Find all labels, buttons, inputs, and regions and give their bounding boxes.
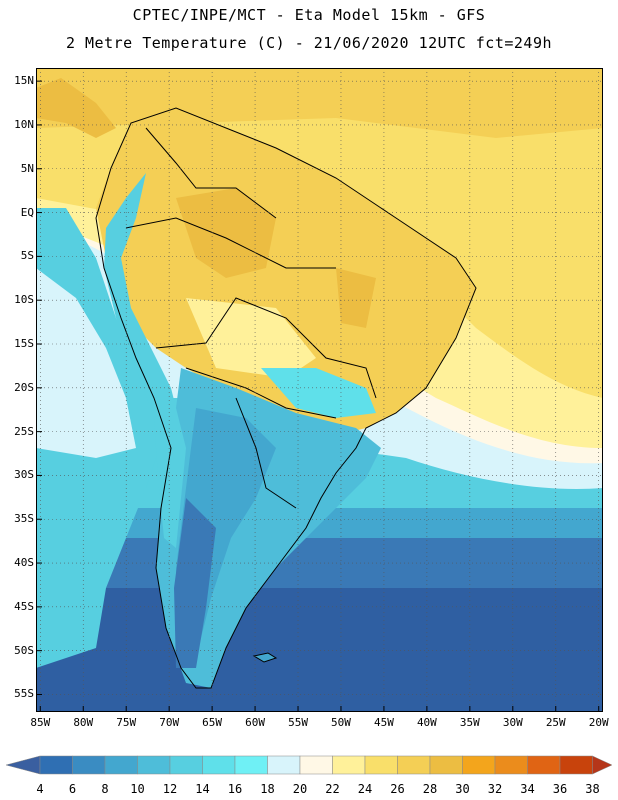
colorbar-label: 8 bbox=[101, 782, 109, 796]
colorbar-swatch bbox=[202, 755, 236, 775]
lat-label: 35S bbox=[14, 512, 34, 526]
colorbar-swatch bbox=[299, 755, 333, 775]
map-title-line2: 2 Metre Temperature (C) - 21/06/2020 12U… bbox=[65, 34, 553, 52]
lon-label: 80W bbox=[73, 716, 94, 729]
lon-label: 45W bbox=[373, 716, 394, 729]
colorbar-swatch bbox=[137, 755, 171, 775]
lon-label: 70W bbox=[159, 716, 180, 729]
lon-label: 55W bbox=[288, 716, 308, 729]
map-title-line1: CPTEC/INPE/MCT - Eta Model 15km - GFS bbox=[132, 6, 486, 24]
colorbar-label: 6 bbox=[68, 782, 77, 796]
map-frame bbox=[36, 68, 603, 712]
colorbar-swatch bbox=[462, 755, 496, 775]
lon-label: 25W bbox=[545, 716, 566, 729]
colorbar-label: 12 bbox=[162, 782, 178, 796]
lat-label: 25S bbox=[14, 424, 34, 438]
colorbar-label: 16 bbox=[227, 782, 243, 796]
lat-label: 45S bbox=[14, 599, 34, 613]
lon-label: 35W bbox=[459, 716, 480, 729]
colorbar-label: 34 bbox=[520, 782, 535, 796]
colorbar-label: 18 bbox=[260, 782, 275, 796]
lon-label: 85W bbox=[30, 716, 51, 729]
colorbar-swatch bbox=[527, 755, 561, 775]
colorbar-swatch bbox=[494, 755, 528, 775]
colorbar-label: 14 bbox=[195, 782, 210, 796]
lon-label: 40W bbox=[416, 716, 437, 729]
colorbar-label: 26 bbox=[390, 782, 405, 796]
colorbar-label: 38 bbox=[585, 782, 600, 796]
colorbar-label: 4 bbox=[36, 782, 44, 796]
colorbar-label: 24 bbox=[357, 782, 373, 796]
lon-label: 75W bbox=[116, 716, 137, 729]
colorbar-swatch bbox=[169, 755, 203, 775]
lat-label: 50S bbox=[14, 643, 34, 657]
lat-label: 5S bbox=[20, 249, 34, 263]
colorbar-swatch bbox=[267, 755, 301, 775]
lon-label: 65W bbox=[202, 716, 223, 729]
map-canvas bbox=[36, 68, 603, 712]
lat-label: 20S bbox=[14, 380, 34, 394]
colorbar-label: 36 bbox=[552, 782, 568, 796]
colorbar-swatch bbox=[429, 755, 463, 775]
colorbar bbox=[5, 755, 613, 775]
colorbar-swatch bbox=[397, 755, 431, 775]
colorbar-swatch bbox=[104, 755, 138, 775]
colorbar-swatch bbox=[332, 755, 366, 775]
lon-label: 60W bbox=[245, 716, 265, 729]
colorbar-label: 28 bbox=[422, 782, 438, 796]
lat-label: EQ bbox=[20, 205, 34, 219]
lat-label: 5N bbox=[20, 161, 34, 175]
lat-label: 30S bbox=[14, 468, 34, 482]
lat-label: 10S bbox=[14, 293, 34, 307]
colorbar-label: 10 bbox=[130, 782, 145, 796]
colorbar-swatch bbox=[234, 755, 268, 775]
colorbar-swatch bbox=[72, 755, 106, 775]
colorbar-label: 20 bbox=[292, 782, 308, 796]
lat-label: 55S bbox=[14, 687, 34, 701]
temperature-map bbox=[36, 68, 603, 712]
colorbar-label: 30 bbox=[455, 782, 470, 796]
lon-label: 30W bbox=[502, 716, 523, 729]
colorbar-swatch bbox=[39, 755, 73, 775]
colorbar-arrow-high bbox=[592, 755, 613, 775]
colorbar-arrow-low bbox=[5, 755, 41, 775]
colorbar-swatch bbox=[559, 755, 593, 775]
colorbar-label: 22 bbox=[325, 782, 340, 796]
lon-label: 20W bbox=[588, 716, 609, 729]
colorbar-swatch bbox=[364, 755, 398, 775]
lat-label: 10N bbox=[14, 117, 34, 131]
lon-label: 50W bbox=[331, 716, 351, 729]
colorbar-label: 32 bbox=[487, 782, 503, 796]
grid-lines bbox=[36, 68, 603, 712]
lat-label: 15S bbox=[14, 337, 34, 350]
lat-label: 40S bbox=[14, 556, 34, 570]
lat-label: 15N bbox=[14, 74, 34, 88]
